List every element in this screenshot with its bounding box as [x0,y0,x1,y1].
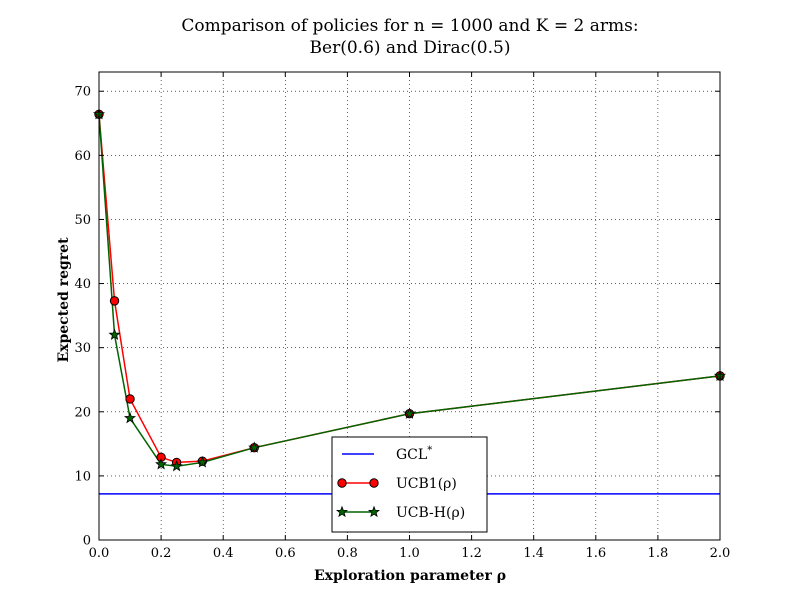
x-axis-label: Exploration parameter ρ [314,568,506,584]
x-tick-label: 1.4 [523,546,544,561]
legend-marker [335,505,349,518]
y-tick-label: 50 [74,213,91,228]
legend-marker [337,478,347,488]
data-point [109,296,120,306]
x-tick-label: 0.0 [89,546,110,561]
x-tick-label: 0.2 [151,546,172,561]
legend: GCL* UCB1(ρ) UCB-H(ρ) [331,436,488,533]
data-point [170,459,183,472]
y-tick-label: 20 [74,405,91,420]
legend-label: UCB-H(ρ) [396,505,465,521]
y-tick-label: 0 [83,534,91,549]
x-tick-label: 1.8 [648,546,669,561]
data-point [155,458,168,470]
chart-title-line2: Ber(0.6) and Dirac(0.5) [310,38,511,58]
y-tick-label: 40 [74,277,91,292]
legend-box [331,436,488,533]
legend-marker [369,478,379,488]
series-markers-2 [92,107,727,472]
x-tick-label: 2.0 [710,546,731,561]
x-tick-label: 1.0 [399,546,420,561]
y-tick-label: 60 [74,149,91,164]
series-layer [92,107,727,495]
data-point [248,441,261,453]
x-tick-label: 1.6 [585,546,606,561]
x-tick-label: 1.2 [461,546,482,561]
y-tick-label: 30 [74,341,91,356]
y-axis-label: Expected regret [56,237,72,363]
legend-label: GCL* [396,445,432,463]
x-tick-label: 0.8 [337,546,358,561]
y-tick-label: 70 [74,85,91,100]
data-point [125,394,135,404]
y-tick-label: 10 [74,469,91,484]
data-point [403,407,416,419]
data-point [108,328,121,340]
legend-label: UCB1(ρ) [396,476,457,492]
data-point [124,411,137,424]
tick-layer: 0.0 0.2 0.4 0.6 0.8 1.0 1.2 1.4 1.6 1.8 2.0 0 10 20 30… [74,72,730,561]
legend-marker [367,505,381,518]
x-tick-label: 0.6 [275,546,296,561]
x-tick-label: 0.4 [213,546,234,561]
chart-title-line1: Comparison of policies for n = 1000 and … [181,16,638,36]
data-point [196,456,209,468]
